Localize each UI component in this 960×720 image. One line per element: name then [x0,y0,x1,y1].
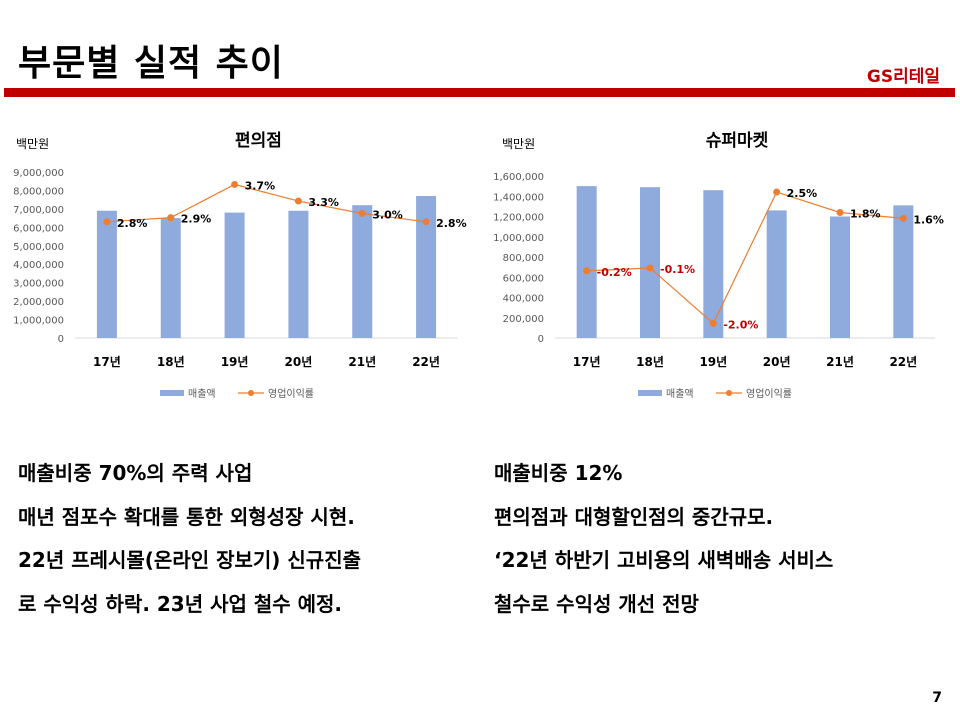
desc-line: 매년 점포수 확대를 통한 외형성장 시현. [18,504,355,529]
line-point [709,319,717,327]
y-tick-label: 9,000,000 [13,168,64,179]
y-tick-label: 6,000,000 [13,223,64,234]
bar-sales [160,218,181,338]
legend-swatch-sales [638,390,662,396]
line-point [836,208,844,216]
desc-line: 로 수익성 하락. 23년 사업 철수 예정. [18,591,343,616]
y-tick-label: 3,000,000 [13,279,64,290]
line-point [583,267,591,275]
y-tick-label: 600,000 [503,273,544,284]
desc-line: 22년 프레시몰(온라인 장보기) 신규진출 [18,548,362,572]
x-tick-label: 17년 [573,355,601,369]
bar-sales [766,210,787,338]
chart-convenience-store: 백만원 편의점 0 1,000,000 2,000,000 3,000,000 4,000,… [0,120,480,410]
desc-line: 매출비중 12% [494,461,623,485]
y-tick-label: 0 [58,334,64,345]
y-tick-label: 200,000 [503,314,544,325]
x-tick-label: 19년 [699,355,727,369]
y-tick-label: 0 [538,334,544,345]
y-tick-label: 400,000 [503,294,544,305]
x-tick-label: 22년 [412,355,440,369]
legend-label: 영업이익률 [746,387,792,400]
data-label: 1.6% [913,213,944,226]
y-tick-label: 1,600,000 [493,172,544,183]
y-tick-label: 7,000,000 [13,205,64,216]
line-point [294,197,302,205]
bar-sales [830,216,850,338]
legend-label: 영업이익률 [268,387,314,400]
x-tick-label: 19년 [221,355,249,369]
x-tick-label: 22년 [889,355,917,369]
bar-sales [288,210,309,338]
data-label: -0.2% [597,266,632,279]
bar-sales [352,205,373,338]
line-operating-margin [586,191,904,325]
bar-sales [224,212,245,338]
line-point [103,218,111,226]
line-point [899,214,907,222]
x-tick-label: 20년 [285,355,313,369]
left-description: 매출비중 70%의 주력 사업 매년 점포수 확대를 통한 외형성장 시현. 2… [18,452,361,626]
data-label: 3.3% [308,196,339,209]
brand-label: GS리테일 [866,67,940,87]
x-tick-label: 18년 [636,355,664,369]
y-tick-label: 5,000,000 [13,242,64,253]
data-label: 1.8% [850,207,881,220]
chart-supermarket: 백만원 슈퍼마켓 0 200,000 400,000 600,000 800,000 1,00… [480,120,960,410]
line-point [358,210,366,217]
data-label: 2.5% [787,187,818,200]
data-label: 3.7% [245,179,276,192]
line-operating-margin [106,183,427,223]
bar-sales [96,210,117,338]
bar-sales [416,195,437,338]
line-point [646,264,654,272]
bar-sales [640,187,660,338]
line-point [167,214,175,222]
legend-marker [726,390,732,396]
data-label: 2.8% [436,217,467,230]
desc-line: 철수로 수익성 개선 전망 [494,591,699,616]
unit-label: 백만원 [502,137,535,151]
y-tick-label: 2,000,000 [13,297,64,308]
x-tick-label: 21년 [826,355,854,369]
chart-svg: 백만원 편의점 0 1,000,000 2,000,000 3,000,000 4,000,… [13,131,467,400]
x-tick-label: 18년 [157,355,185,369]
chart-title: 편의점 [235,131,282,151]
header-divider [4,88,955,97]
desc-line: 매출비중 70%의 주력 사업 [18,461,253,485]
data-label: -0.1% [660,263,695,276]
bar-sales [893,205,914,338]
line-point [773,188,781,196]
data-label: 2.8% [117,217,148,230]
chart-svg: 백만원 슈퍼마켓 0 200,000 400,000 600,000 800,000 1,00… [493,131,944,400]
x-tick-label: 20년 [763,355,791,369]
legend-label: 매출액 [188,388,216,400]
unit-label: 백만원 [16,137,49,151]
x-tick-label: 17년 [93,355,121,369]
bar-sales [576,186,597,338]
y-tick-label: 4,000,000 [13,260,64,271]
data-label: 2.9% [181,213,212,226]
y-tick-label: 1,400,000 [493,192,544,203]
data-label: -2.0% [723,318,758,331]
desc-line: ‘22년 하반기 고비용의 새벽배송 서비스 [494,548,834,572]
legend-swatch-sales [160,390,184,396]
desc-line: 편의점과 대형할인점의 중간규모. [494,504,774,529]
page-title: 부문별 실적 추이 [18,43,284,84]
y-tick-label: 1,000,000 [13,316,64,327]
y-tick-label: 1,200,000 [493,213,544,224]
legend-marker [248,390,254,396]
chart-title: 슈퍼마켓 [706,131,769,151]
y-tick-label: 8,000,000 [13,186,64,197]
y-tick-label: 1,000,000 [493,233,544,244]
x-tick-label: 21년 [348,355,376,369]
legend-label: 매출액 [666,388,694,400]
line-point [231,180,239,188]
right-description: 매출비중 12% 편의점과 대형할인점의 중간규모. ‘22년 하반기 고비용의… [494,452,833,626]
y-tick-label: 800,000 [503,253,544,264]
bar-sales [703,190,724,338]
line-point [422,218,430,226]
page-number: 7 [932,690,942,706]
data-label: 3.0% [372,209,403,222]
